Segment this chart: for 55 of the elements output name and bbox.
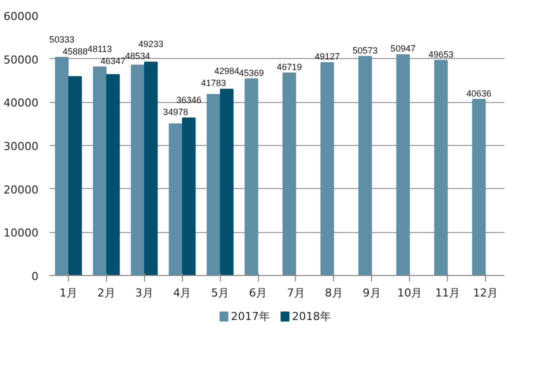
data-label: 40636: [466, 88, 492, 98]
data-label: 49127: [314, 52, 340, 62]
x-tick-label: 4月: [173, 286, 192, 300]
bar: [434, 60, 448, 276]
y-tick-label: 40000: [4, 96, 39, 110]
x-tick-label: 7月: [286, 286, 305, 300]
data-label: 50573: [352, 45, 378, 56]
y-tick-label: 10000: [4, 226, 39, 240]
data-label: 50947: [390, 44, 416, 54]
x-tick-label: 3月: [135, 286, 154, 300]
data-label: 49653: [428, 49, 454, 60]
x-tick-label: 11月: [435, 286, 460, 300]
data-label: 46719: [276, 62, 302, 72]
x-tick-label: 6月: [249, 286, 268, 300]
bar: [130, 64, 144, 276]
x-tick-label: 9月: [362, 286, 381, 300]
x-tick-label: 2月: [97, 286, 116, 300]
bar: [92, 66, 107, 276]
bar: [168, 123, 182, 276]
x-tick-label: 12月: [473, 286, 498, 300]
bar: [182, 118, 196, 276]
y-tick-label: 20000: [4, 183, 39, 196]
bar: [472, 98, 486, 276]
y-tick-label: 30000: [4, 140, 39, 153]
y-tick-label: 0: [32, 270, 38, 283]
data-label: 48534: [125, 51, 150, 62]
data-label: 45369: [238, 68, 264, 78]
bar: [144, 62, 158, 276]
x-tick-label: 5月: [211, 286, 230, 300]
y-tick-label: 50000: [4, 53, 39, 66]
data-label: 49233: [138, 39, 164, 50]
data-label: 45888: [62, 46, 88, 56]
data-label: 36346: [176, 95, 202, 105]
legend-label: 2018年: [292, 310, 331, 323]
bar: [55, 56, 69, 276]
bar: [68, 76, 82, 276]
bar: [206, 94, 220, 276]
data-label: 46347: [100, 56, 126, 66]
bar: [320, 62, 334, 276]
data-label: 42984: [214, 66, 240, 76]
bar: [220, 88, 234, 276]
legend-label: 2017年: [230, 310, 270, 323]
bar: [282, 72, 296, 276]
bar: [244, 78, 258, 276]
data-label: 41783: [200, 78, 226, 88]
bar: [396, 54, 410, 276]
bar: [106, 74, 120, 276]
bar: [358, 56, 372, 276]
x-tick-label: 8月: [324, 286, 343, 300]
data-label: 48113: [88, 44, 112, 54]
x-tick-label: 10月: [397, 286, 422, 300]
data-label: 34978: [163, 107, 188, 117]
x-tick-label: 1月: [59, 286, 78, 300]
data-label: 50333: [49, 34, 74, 44]
y-tick-label: 60000: [4, 10, 39, 23]
